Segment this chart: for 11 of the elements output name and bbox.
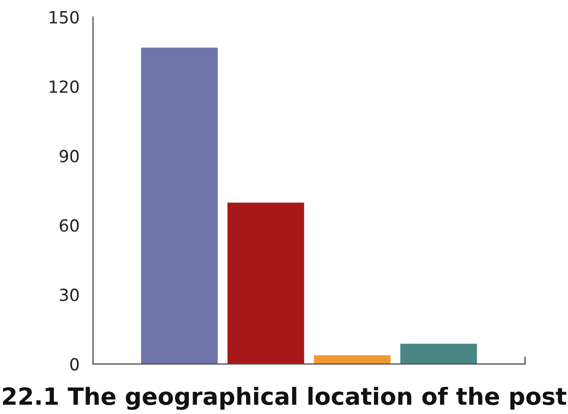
bar (312, 354, 392, 364)
bar (399, 342, 478, 364)
bar (226, 202, 306, 364)
y-tick-label: 120 (50, 80, 79, 93)
text: 22.1 The geographical location of the post (3, 386, 566, 410)
y-tick-label: 60 (60, 219, 79, 232)
y-tick-label: 90 (60, 150, 79, 162)
bar (140, 46, 219, 364)
y-tick-label: 0 (70, 358, 79, 371)
y-tick-label: 30 (60, 288, 79, 302)
y-tick-label: 150 (50, 10, 79, 24)
